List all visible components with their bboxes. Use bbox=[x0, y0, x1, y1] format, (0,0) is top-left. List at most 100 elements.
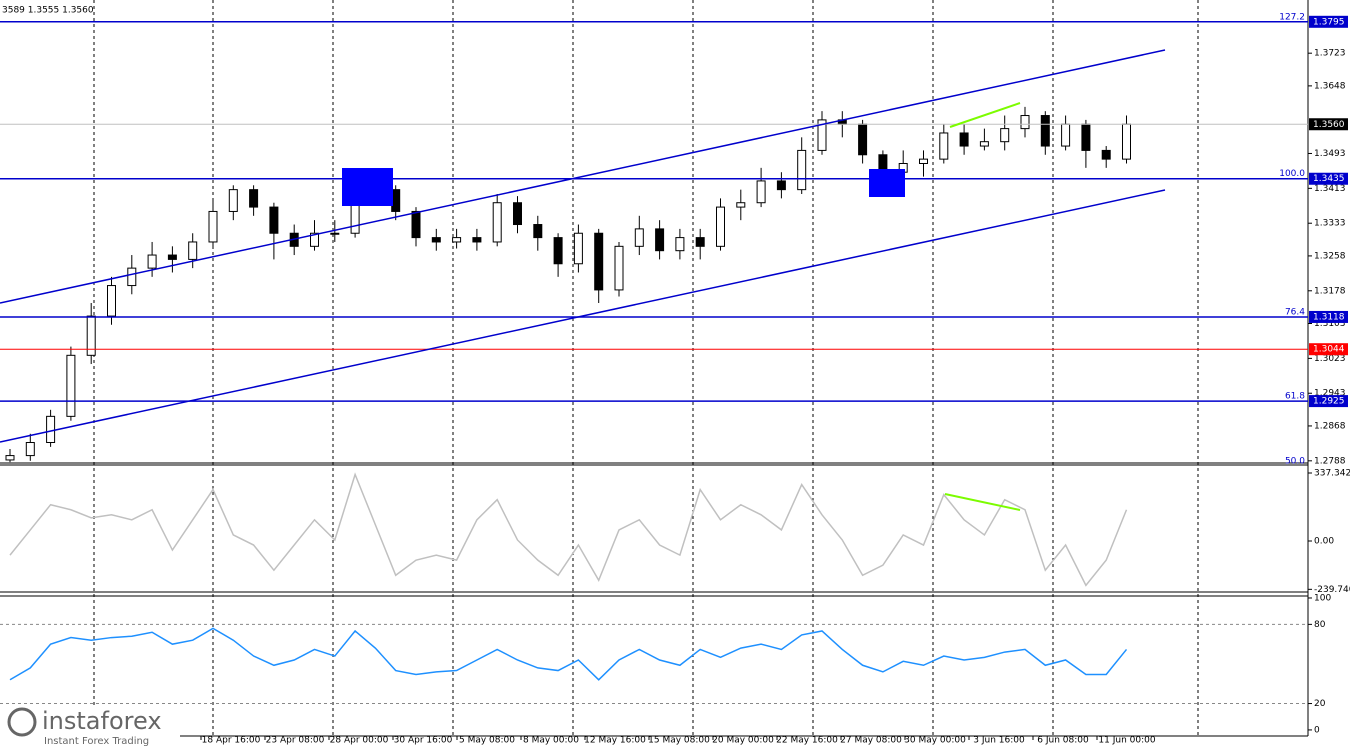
indicator-line bbox=[9, 472, 1128, 587]
candle-body bbox=[208, 210, 218, 243]
candle-body bbox=[939, 132, 949, 160]
price-box-label: 1.3118 bbox=[1313, 312, 1345, 322]
logo bbox=[7, 707, 37, 737]
y-tick-label: 1.3023 bbox=[1314, 354, 1346, 364]
y-tick-label: 1.3723 bbox=[1314, 49, 1346, 59]
zone-box bbox=[869, 169, 905, 197]
candle-body bbox=[127, 267, 137, 287]
candle-body bbox=[228, 189, 238, 212]
candle-body bbox=[147, 254, 157, 269]
vertical-grid bbox=[93, 0, 1199, 736]
candle-body bbox=[797, 149, 807, 191]
candle-body bbox=[979, 141, 989, 147]
time-label: 8 May 00:00 bbox=[523, 736, 579, 746]
y-tick-label: 0 bbox=[1314, 725, 1320, 735]
annotations bbox=[0, 49, 1166, 511]
channel-lower bbox=[0, 189, 1166, 443]
time-label: 30 Apr 16:00 bbox=[394, 736, 453, 746]
y-tick-label: 80 bbox=[1314, 620, 1326, 630]
y-tick-label: 0.00 bbox=[1314, 536, 1334, 546]
y-tick-label: 1.2943 bbox=[1314, 389, 1346, 399]
candle-body bbox=[858, 123, 868, 156]
time-label: 5 May 08:00 bbox=[459, 736, 515, 746]
candle-body bbox=[269, 206, 279, 234]
time-label: 15 May 08:00 bbox=[648, 736, 710, 746]
candle-body bbox=[66, 354, 76, 417]
time-label: 6 Jun 08:00 bbox=[1037, 736, 1089, 746]
channel-upper bbox=[0, 49, 1166, 304]
candle-body bbox=[1040, 115, 1050, 147]
zone-box bbox=[342, 168, 393, 206]
fib-level-label: 76.4 bbox=[1285, 307, 1305, 317]
price-box bbox=[1309, 395, 1348, 408]
candle-body bbox=[776, 180, 786, 191]
time-label: 30 May 00:00 bbox=[904, 736, 966, 746]
candle-body bbox=[86, 315, 96, 356]
time-label: 12 May 16:00 bbox=[584, 736, 646, 746]
candle-body bbox=[614, 245, 624, 291]
y-tick-label: 1.2868 bbox=[1314, 421, 1346, 431]
panel-frames bbox=[0, 0, 1309, 737]
y-tick-label: 1.3493 bbox=[1314, 149, 1346, 159]
tagline: Instant Forex Trading bbox=[44, 736, 149, 747]
y-tick-label: 20 bbox=[1314, 699, 1326, 709]
price-box bbox=[1309, 310, 1348, 323]
candle-body bbox=[553, 237, 563, 265]
price-box-label: 1.3435 bbox=[1313, 174, 1345, 184]
time-label: 11 Jun 00:00 bbox=[1098, 736, 1155, 746]
candle-body bbox=[46, 415, 56, 444]
candle-body bbox=[472, 237, 482, 243]
candle-body bbox=[533, 224, 543, 239]
candle-body bbox=[107, 285, 116, 317]
candle-body bbox=[1101, 149, 1111, 160]
fib-level-label: 50.0 bbox=[1285, 457, 1305, 467]
candle-body bbox=[756, 180, 766, 204]
time-label: 27 May 08:00 bbox=[840, 736, 902, 746]
candle-body bbox=[1081, 123, 1091, 151]
y-tick-label: 1.3413 bbox=[1314, 184, 1346, 194]
indicator-line bbox=[9, 627, 1128, 681]
price-box-label: 1.3795 bbox=[1313, 17, 1345, 27]
fib-level-label: 61.8 bbox=[1285, 392, 1305, 402]
divergence-line bbox=[944, 493, 1021, 511]
candle-body bbox=[330, 232, 340, 235]
divergence-line bbox=[949, 102, 1021, 128]
candle-body bbox=[25, 442, 35, 457]
candle-body bbox=[594, 232, 604, 291]
candle-body bbox=[675, 237, 685, 252]
brand: instaforex bbox=[42, 707, 162, 735]
candle-body bbox=[167, 254, 177, 260]
time-label: 23 Apr 08:00 bbox=[266, 736, 325, 746]
time-label: 3 Jun 16:00 bbox=[973, 736, 1025, 746]
price-box bbox=[1309, 118, 1348, 131]
candle-body bbox=[736, 202, 746, 208]
y-tick-label: 1.3333 bbox=[1314, 219, 1346, 229]
y-tick-label: 337.3422 bbox=[1314, 468, 1350, 478]
fib-level-label: 127.2 bbox=[1279, 12, 1305, 22]
time-label: 28 Apr 00:00 bbox=[330, 736, 389, 746]
candle-body bbox=[188, 241, 198, 260]
time-label: 22 May 16:00 bbox=[776, 736, 838, 746]
watermark: instaforex Instant Forex Trading bbox=[0, 705, 180, 750]
time-label: 18 Apr 16:00 bbox=[202, 736, 261, 746]
candle-body bbox=[513, 202, 522, 226]
price-box bbox=[1309, 172, 1348, 185]
y-tick-label: 1.3103 bbox=[1314, 319, 1346, 329]
y-tick-label: -239.7400 bbox=[1314, 585, 1350, 595]
header: 3589 1.3555 1.3560 bbox=[2, 6, 94, 16]
fib-level-label: 100.0 bbox=[1279, 169, 1305, 179]
y-tick-label: 1.3258 bbox=[1314, 251, 1346, 261]
marks: 1.3723 1.3648 1.3493 1.3413 1.3333 1.3258 1.31… bbox=[0, 12, 1350, 746]
price-box bbox=[1309, 343, 1348, 356]
candle-body bbox=[1122, 123, 1131, 160]
candle-body bbox=[959, 132, 969, 147]
y-tick-label: 1.3648 bbox=[1314, 81, 1346, 91]
candle-body bbox=[573, 232, 583, 265]
candle-body bbox=[1000, 128, 1010, 143]
price-box-label: 1.2925 bbox=[1313, 397, 1345, 407]
candle-body bbox=[695, 237, 705, 247]
candle-body bbox=[1061, 123, 1071, 147]
y-tick-label: 1.2788 bbox=[1314, 456, 1346, 466]
